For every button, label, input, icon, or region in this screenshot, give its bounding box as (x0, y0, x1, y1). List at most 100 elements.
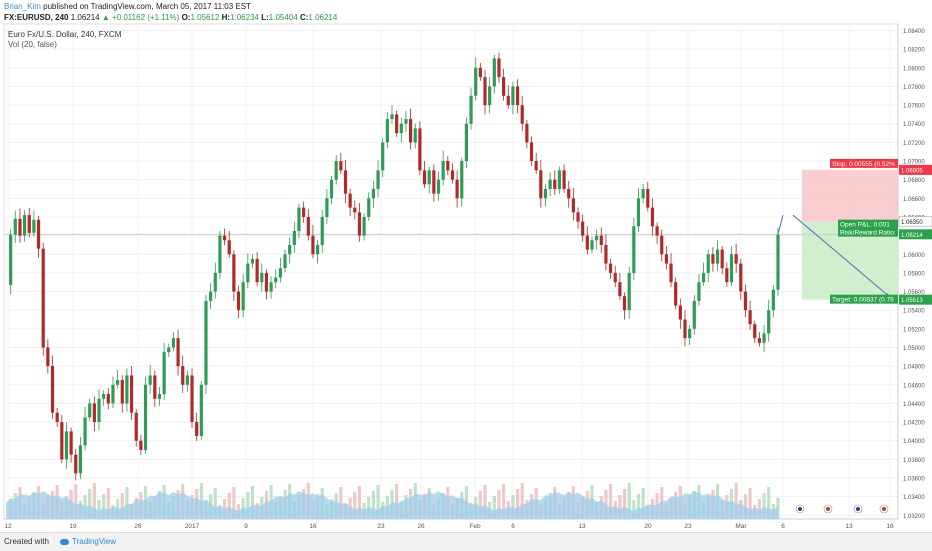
candle-body (692, 300, 696, 329)
volume-bar (339, 487, 343, 519)
y-tick-label: 1.05600 (903, 290, 925, 296)
candle-body (320, 216, 324, 245)
candle-body (734, 254, 738, 264)
candle-body (488, 86, 492, 106)
pnl-label: Open P&L: 0.001 (840, 222, 890, 229)
candle-body (483, 77, 487, 106)
candle-body (274, 277, 278, 283)
candle-body (55, 412, 59, 423)
volume-bar (227, 493, 231, 519)
up-arrow-icon: ▲ (101, 13, 110, 22)
candle-body (18, 218, 22, 236)
candle-body (497, 58, 501, 78)
candle-body (632, 226, 636, 273)
candle-body (422, 170, 427, 185)
y-tick-label: 1.08000 (903, 66, 925, 72)
candle-body (599, 235, 603, 245)
candle-body (88, 403, 92, 418)
candle-body (74, 454, 78, 474)
author-link[interactable]: Brian_Kim (4, 2, 41, 11)
candle-body (655, 226, 659, 236)
candle-body (511, 86, 515, 106)
candle-body (143, 384, 148, 451)
volume-ma-area (6, 491, 778, 519)
candle-body (409, 119, 413, 143)
price-axis-label-bg (899, 229, 932, 240)
tradingview-link[interactable]: TradingView (60, 533, 116, 551)
x-tick-label: 16 (886, 523, 894, 530)
candle-body (613, 272, 617, 283)
candle-body (236, 291, 241, 311)
volume-bar (608, 484, 613, 519)
candle-body (450, 170, 455, 180)
candle-body (608, 263, 613, 273)
candle-body (502, 77, 506, 96)
candle-body (395, 114, 399, 134)
volume-bar (502, 484, 506, 519)
candle-body (315, 244, 320, 255)
candle-body (329, 179, 334, 199)
y-tick-label: 1.03400 (903, 495, 925, 501)
candle-body (195, 422, 199, 437)
projection-down-arrow (792, 214, 894, 301)
candle-body (250, 258, 255, 264)
stop-label: Stop: 0.00555 (0.52% (832, 161, 895, 168)
candle-body (60, 422, 64, 460)
y-tick-label: 1.07000 (903, 160, 925, 166)
price-axis-label-bg (899, 294, 932, 305)
candle-body (181, 366, 185, 385)
plot-area (3, 23, 899, 520)
pnl-label-bg (838, 219, 898, 229)
candle-body (701, 272, 706, 283)
x-tick-label: 6 (511, 523, 515, 530)
candle-body (367, 198, 371, 217)
candle-body (436, 179, 441, 194)
y-tick-label: 1.05200 (903, 327, 925, 333)
candle-body (446, 161, 450, 171)
x-tick-label: 12 (4, 523, 12, 530)
price-chart[interactable]: 1.08400 1.08200 1.08000 1.07800 1.07600 1.074… (0, 22, 932, 532)
candle-body (720, 249, 724, 269)
candle-body (134, 412, 138, 441)
candle-body (120, 380, 124, 404)
candle-body (306, 216, 310, 236)
volume-bar (102, 494, 106, 519)
candle-body (102, 394, 106, 399)
candle-body (464, 123, 469, 162)
projection-up-arrow (777, 214, 784, 235)
candle-body (557, 170, 562, 189)
x-tick-label: 26 (134, 523, 142, 530)
candle-body (585, 235, 589, 250)
candle-body (292, 230, 296, 245)
volume-bar (632, 500, 636, 519)
volume-bar (641, 488, 645, 519)
candle-body (413, 128, 417, 143)
volume-bar (492, 496, 496, 519)
candle-body (148, 375, 152, 385)
volume-bar (106, 488, 110, 519)
candle-body (390, 114, 394, 120)
candle-body (664, 254, 668, 264)
footer-bar: Created with TradingView (0, 532, 932, 551)
volume-bar (88, 489, 92, 519)
candle-body (353, 207, 357, 213)
candle-body (455, 179, 459, 199)
candle-body (36, 219, 41, 249)
candle-body (771, 289, 775, 311)
candle-body (576, 212, 580, 222)
price-axis-label: 1.06214 (901, 233, 923, 239)
candle-body (41, 248, 45, 348)
y-tick-label: 1.07600 (903, 104, 925, 110)
candle-body (167, 347, 171, 353)
candle-body (339, 161, 343, 171)
candle-body (753, 324, 757, 339)
candle-body (92, 403, 96, 423)
volume-bar (120, 493, 124, 519)
low-value: 1.05404 (268, 13, 298, 22)
candle-body (562, 170, 566, 189)
candle-body (399, 123, 403, 134)
candle-body (232, 254, 236, 292)
candle-body (97, 398, 101, 423)
candle-body (83, 417, 87, 446)
